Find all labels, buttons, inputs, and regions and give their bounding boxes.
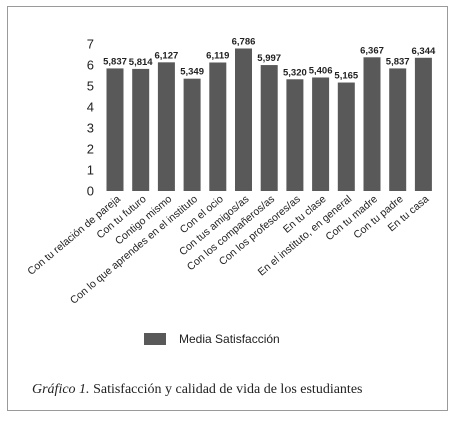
data-label: 5,165	[334, 71, 358, 82]
data-label: 5,837	[103, 56, 127, 67]
bars	[106, 48, 432, 191]
y-tick-label: 6	[87, 58, 94, 73]
figure-caption: Gráfico 1. Satisfacción y calidad de vid…	[32, 382, 362, 398]
bar	[132, 68, 150, 191]
data-label: 6,367	[360, 45, 384, 56]
bar	[183, 78, 201, 191]
y-axis: 0 1 2 3 4 5 6 7	[87, 37, 94, 199]
y-tick-label: 5	[87, 79, 94, 94]
y-tick-label: 2	[87, 142, 94, 157]
data-label: 5,837	[386, 56, 410, 67]
bar	[312, 77, 330, 191]
bar	[337, 82, 355, 191]
data-labels: 5,837 5,8146,1275,3496,1196,7865,9975,320…	[103, 36, 436, 81]
y-tick-label: 4	[87, 100, 94, 115]
data-label: 6,127	[155, 50, 179, 61]
bar	[286, 79, 304, 191]
data-label: 6,344	[412, 46, 436, 57]
bar	[209, 62, 227, 191]
y-tick-label: 7	[87, 37, 94, 52]
bar	[157, 62, 175, 191]
legend-label: Media Satisfacción	[179, 332, 280, 346]
y-tick-label: 0	[87, 184, 94, 199]
bar	[235, 48, 252, 191]
bar	[106, 68, 124, 191]
data-label: 5,997	[257, 53, 281, 64]
bar	[363, 57, 381, 191]
data-label: 5,406	[309, 65, 333, 76]
bar	[414, 57, 432, 191]
data-label: 5,814	[129, 57, 153, 68]
data-label: 6,119	[206, 51, 229, 62]
y-tick-label: 3	[87, 121, 94, 136]
bar	[260, 65, 278, 191]
caption-text: Satisfacción y calidad de vida de los es…	[93, 382, 363, 397]
data-label: 6,786	[232, 36, 256, 47]
legend: Media Satisfacción	[144, 332, 280, 346]
data-label: 5,320	[283, 67, 307, 78]
data-label: 5,349	[180, 67, 204, 78]
bar	[389, 68, 407, 191]
y-tick-label: 1	[87, 163, 94, 178]
legend-swatch	[144, 333, 166, 345]
caption-label: Gráfico 1.	[32, 382, 90, 397]
